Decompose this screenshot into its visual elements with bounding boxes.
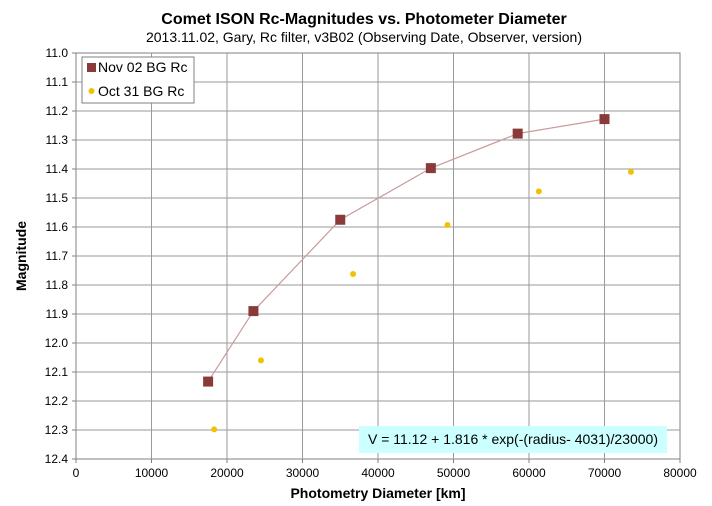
legend-marker-nov02: [87, 63, 96, 72]
axes: 0 10000 20000 30000 40000 50000 60000 70000 8000…: [45, 46, 697, 480]
legend-label-oct31: Oct 31 BG Rc: [98, 83, 184, 99]
y-tick-label: 11.1: [46, 75, 69, 89]
y-tick-label: 11.8: [46, 278, 69, 292]
series-1-point: [425, 163, 436, 174]
series-1-point: [248, 306, 259, 317]
series-line-1: [207, 118, 605, 382]
x-tick-label: 20000: [210, 466, 244, 480]
y-tick-label: 11.2: [46, 104, 69, 118]
series-1-point: [599, 114, 610, 125]
x-tick-label: 80000: [663, 466, 697, 480]
fit-equation-text: V = 11.12 + 1.816 * exp(-(radius- 4031)/…: [368, 431, 658, 447]
y-tick-label: 12.0: [45, 336, 69, 350]
y-tick-label: 12.4: [45, 452, 69, 466]
x-tick-label: 10000: [135, 466, 169, 480]
y-tick-label: 11.6: [46, 220, 69, 234]
y-tick-label: 12.2: [45, 394, 69, 408]
series-1-point: [512, 128, 523, 139]
legend-marker-oct31: [88, 88, 95, 94]
y-tick-label: 11.9: [46, 307, 69, 321]
series-2-point: [627, 168, 634, 175]
x-tick-label: 60000: [512, 466, 546, 480]
series-1-point: [335, 214, 346, 225]
data-marks: [203, 114, 634, 433]
series-2-point: [535, 188, 542, 195]
series-2-point: [211, 426, 218, 433]
series-2-point: [350, 270, 357, 277]
x-tick-label: 70000: [588, 466, 622, 480]
y-tick-label: 11.3: [46, 133, 69, 147]
series-1-point: [203, 376, 214, 387]
y-tick-label: 12.3: [45, 423, 69, 437]
y-tick-label: 11.5: [46, 191, 69, 205]
x-axis-title: Photometry Diameter [km]: [290, 485, 465, 501]
series-2-point: [257, 357, 264, 364]
x-tick-label: 40000: [361, 466, 395, 480]
fit-equation-annotation: V = 11.12 + 1.816 * exp(-(radius- 4031)/…: [359, 426, 667, 453]
y-tick-label: 12.1: [45, 365, 69, 379]
y-tick-label: 11.7: [46, 249, 69, 263]
fit-equation-box: [359, 426, 667, 453]
x-tick-label: 50000: [437, 466, 471, 480]
legend-label-nov02: Nov 02 BG Rc: [98, 59, 187, 75]
legend: Nov 02 BG Rc Oct 31 BG Rc: [81, 56, 195, 104]
fit-curve: [207, 118, 605, 382]
series-2-point: [444, 221, 451, 228]
legend-box: [81, 56, 195, 104]
chart-subtitle: 2013.11.02, Gary, Rc filter, v3B02 (Obse…: [146, 29, 582, 45]
y-tick-label: 11.0: [46, 46, 69, 60]
x-tick-label: 30000: [286, 466, 320, 480]
y-axis-title: Magnitude: [13, 221, 29, 291]
chart-title: Comet ISON Rc-Magnitudes vs. Photometer …: [161, 11, 566, 28]
x-tick-label: 0: [73, 466, 80, 480]
y-tick-label: 11.4: [46, 162, 69, 176]
